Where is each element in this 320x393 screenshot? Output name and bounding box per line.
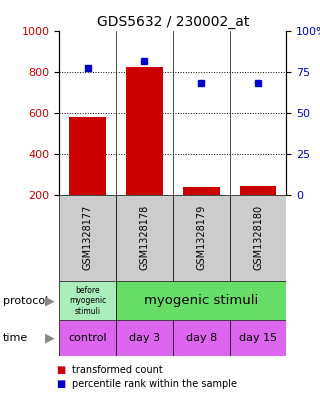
Bar (173, 195, 229, 281)
Text: ■: ■ (56, 365, 65, 375)
Text: ▶: ▶ (45, 331, 54, 345)
Bar (59, 195, 116, 281)
Text: time: time (3, 333, 28, 343)
Text: ■: ■ (56, 379, 65, 389)
Bar (183, 187, 220, 195)
Bar (116, 195, 173, 281)
Bar (230, 320, 286, 356)
Bar (126, 67, 163, 195)
Text: control: control (68, 333, 107, 343)
Bar (69, 117, 106, 195)
Bar (240, 186, 276, 195)
Text: GSM1328179: GSM1328179 (196, 205, 206, 270)
Text: GSM1328180: GSM1328180 (253, 205, 263, 270)
Bar (59, 281, 116, 320)
Bar (230, 195, 286, 281)
Bar (116, 281, 286, 320)
Text: GSM1328177: GSM1328177 (83, 205, 92, 270)
Title: GDS5632 / 230002_at: GDS5632 / 230002_at (97, 15, 249, 29)
Text: myogenic stimuli: myogenic stimuli (144, 294, 258, 307)
Bar (173, 320, 229, 356)
Text: before
myogenic
stimuli: before myogenic stimuli (69, 286, 106, 316)
Text: day 3: day 3 (129, 333, 160, 343)
Text: GSM1328178: GSM1328178 (140, 205, 149, 270)
Text: ▶: ▶ (45, 294, 54, 307)
Bar (59, 320, 116, 356)
Text: percentile rank within the sample: percentile rank within the sample (72, 379, 237, 389)
Text: day 8: day 8 (186, 333, 217, 343)
Text: protocol: protocol (3, 296, 48, 306)
Text: transformed count: transformed count (72, 365, 163, 375)
Bar (116, 320, 173, 356)
Text: day 15: day 15 (239, 333, 277, 343)
